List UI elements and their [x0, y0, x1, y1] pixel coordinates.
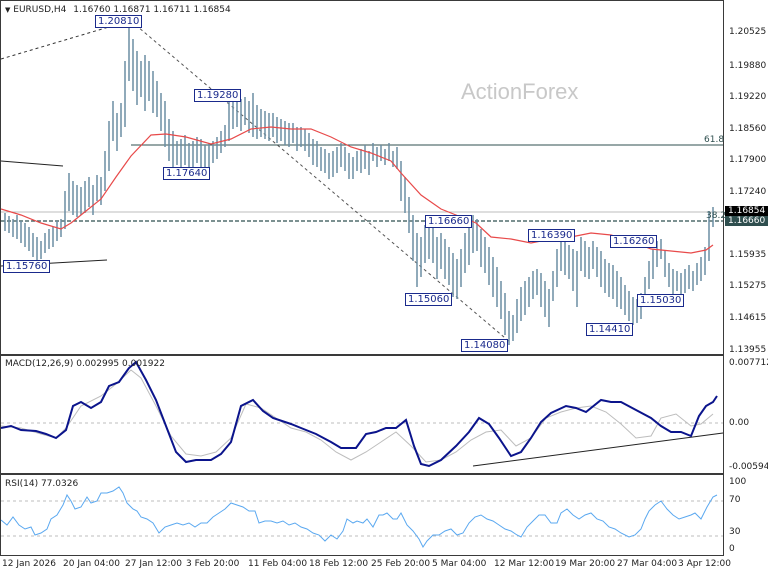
collapse-arrow-icon[interactable]: ▼ [5, 6, 11, 14]
time-tick: 12 Jan 2026 [2, 559, 56, 569]
rsi-tick: 30 [729, 527, 741, 537]
time-tick: 19 Mar 20:00 [555, 559, 616, 569]
macd-tick: 0.007712 [729, 358, 768, 368]
annotation-low-114080[interactable]: 1.14080 [461, 339, 509, 352]
price-tick: 1.13955 [729, 345, 767, 355]
symbol-label: EURUSD,H4 [13, 5, 67, 15]
time-tick: 11 Feb 04:00 [248, 559, 308, 569]
macd-trendline[interactable] [472, 432, 724, 467]
time-tick: 27 Mar 04:00 [617, 559, 678, 569]
ohlc-values: 1.16760 1.16871 1.16711 1.16854 [73, 5, 231, 15]
channel-line-upper[interactable] [1, 160, 64, 167]
trendline-down[interactable] [130, 20, 512, 344]
time-tick: 12 Mar 12:00 [494, 559, 555, 569]
price-tick: 1.20525 [729, 27, 767, 37]
macd-svg [1, 360, 724, 468]
fib-618-label: 61.8 [704, 135, 725, 145]
macd-title: MACD(12,26,9) 0.002995 0.001922 [5, 359, 165, 369]
annotation-high-116660[interactable]: 1.16660 [425, 215, 473, 228]
level-price-tag: 1.16660 [725, 216, 768, 226]
macd-main-line[interactable] [1, 360, 718, 468]
moving-average-line[interactable] [1, 126, 714, 254]
watermark: ActionForex [461, 79, 579, 104]
annotation-high-119280[interactable]: 1.19280 [194, 89, 242, 102]
time-tick: 20 Jan 04:00 [63, 559, 120, 569]
price-tick: 1.14615 [729, 313, 767, 323]
annotation-high-116260[interactable]: 1.16260 [610, 235, 658, 248]
price-tick: 1.18560 [729, 124, 767, 134]
rsi-svg [1, 486, 723, 548]
macd-tick: 0.00 [729, 418, 750, 428]
time-tick: 27 Jan 12:00 [125, 559, 182, 569]
price-tick: 1.15935 [729, 250, 767, 260]
time-tick: 25 Feb 20:00 [371, 559, 431, 569]
chart-header: ▼ EURUSD,H4 1.16760 1.16871 1.16711 1.16… [5, 5, 231, 15]
macd-tick: -0.005944 [729, 462, 768, 472]
price-chart-pane[interactable]: ActionForex ▼ EURUSD,H4 1.16760 1.16871 … [0, 0, 727, 355]
price-tick: 1.15275 [729, 281, 767, 291]
fib-382-label: 38.2 [706, 211, 727, 221]
rsi-pane[interactable]: RSI(14) 77.0326 [0, 474, 724, 556]
annotation-low-115030[interactable]: 1.15030 [637, 294, 685, 307]
macd-pane[interactable]: MACD(12,26,9) 0.002995 0.001922 [0, 355, 724, 474]
annotation-low-115060[interactable]: 1.15060 [405, 293, 453, 306]
annotation-low-114410[interactable]: 1.14410 [586, 323, 634, 336]
annotation-low-117640[interactable]: 1.17640 [163, 167, 211, 180]
annotation-high-120810[interactable]: 1.20810 [95, 15, 143, 28]
trendline-up[interactable] [1, 20, 130, 60]
rsi-title: RSI(14) 77.0326 [5, 479, 79, 489]
time-tick: 3 Apr 12:00 [678, 559, 731, 569]
price-chart-svg [1, 20, 723, 345]
annotation-low-115760[interactable]: 1.15760 [3, 260, 51, 273]
annotation-high-116390[interactable]: 1.16390 [528, 229, 576, 242]
time-tick: 5 Mar 04:00 [432, 559, 487, 569]
price-tick: 1.19220 [729, 92, 767, 102]
rsi-tick: 100 [729, 477, 747, 487]
time-tick: 18 Feb 12:00 [309, 559, 369, 569]
rsi-line[interactable] [1, 486, 718, 548]
price-bars [4, 21, 714, 345]
current-price-tag: 1.16854 [725, 206, 768, 216]
price-tick: 1.19880 [729, 61, 767, 71]
time-tick: 3 Feb 20:00 [186, 559, 240, 569]
price-tick: 1.17240 [729, 187, 767, 197]
rsi-tick: 70 [729, 495, 741, 505]
macd-signal-line [1, 369, 714, 463]
rsi-tick: 0 [729, 544, 735, 554]
price-tick: 1.17900 [729, 155, 767, 165]
